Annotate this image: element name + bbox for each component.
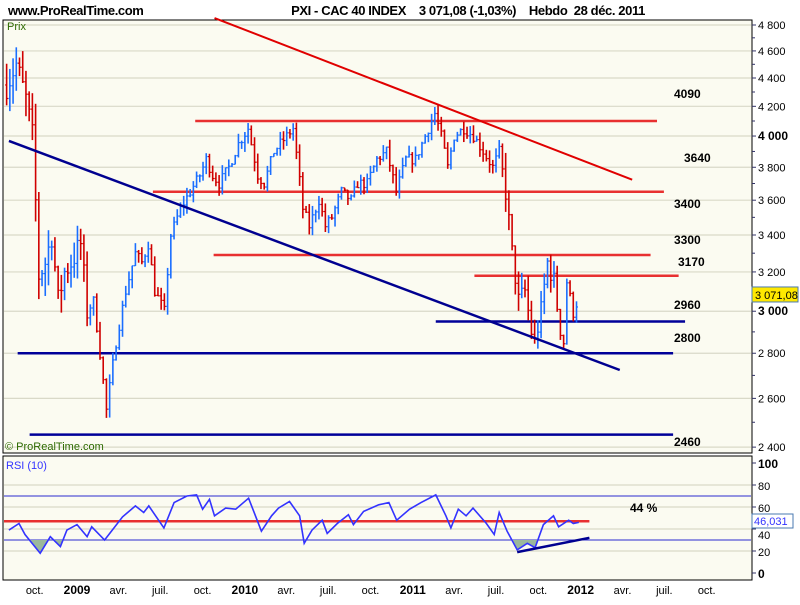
price-tick-label: 3 600: [758, 195, 786, 207]
rsi-tick-label: 20: [758, 547, 770, 559]
rsi-panel[interactable]: [2, 455, 753, 581]
rsi-series: [4, 493, 590, 555]
rsi-tick-label: 60: [758, 503, 770, 515]
price-panel[interactable]: [2, 19, 753, 454]
rsi-tick-label: 40: [758, 530, 770, 542]
price-tick-label: 2 400: [758, 442, 786, 454]
time-tick-label: oct.: [362, 585, 380, 597]
price-tick-label: 3 800: [758, 162, 786, 174]
level-label-2960: 2960: [674, 298, 701, 312]
price-tick-label: 2 600: [758, 393, 786, 405]
time-tick-label: avr.: [110, 585, 128, 597]
price-axis: 4 800 4 600 4 400 4 200 4 000 3 800 3 600 3 400…: [752, 20, 788, 454]
current-price-value: 3 071,08: [755, 290, 798, 302]
time-tick-label: juil.: [487, 585, 505, 597]
trendline-resistance[interactable]: [214, 17, 633, 181]
time-tick-label: avr.: [277, 585, 295, 597]
rsi-line: [8, 493, 579, 555]
rsi-tick-label: 80: [758, 481, 770, 493]
time-tick-label: oct.: [698, 585, 716, 597]
time-tick-label: juil.: [655, 585, 673, 597]
price-tick-label: 3 400: [758, 230, 786, 242]
rsi-trendline: [516, 536, 590, 554]
current-price-box: 3 071,08: [751, 286, 799, 303]
time-tick-label: 2009: [64, 583, 91, 597]
price-panel-label: Prix: [7, 21, 26, 33]
time-axis: oct. 2009 avr. juil. oct. 2010 avr. juil. oct. 20…: [26, 583, 716, 597]
level-label-2460: 2460: [674, 435, 701, 449]
time-tick-label: 2010: [232, 583, 259, 597]
time-tick-label: avr.: [445, 585, 463, 597]
rsi-oversold-fill: [8, 540, 579, 554]
price-tick-label: 4 000: [758, 129, 788, 143]
rsi-annotation: 44 %: [630, 501, 658, 515]
level-label-3170: 3170: [678, 255, 705, 269]
time-tick-label: avr.: [614, 585, 632, 597]
time-tick-label: 2011: [400, 583, 426, 597]
price-tick-label: 2 800: [758, 348, 786, 360]
price-tick-label: 3 000: [758, 304, 788, 318]
current-rsi-value: 46,031: [754, 516, 788, 528]
rsi-axis: 100 80 60 40 20 0: [752, 457, 778, 581]
level-label-4090: 4090: [674, 87, 701, 101]
rsi-tick-label: 100: [758, 457, 778, 471]
level-label-3640: 3640: [684, 151, 711, 165]
price-tick-label: 4 600: [758, 46, 786, 58]
price-tick-label: 3 200: [758, 267, 786, 279]
chart-title: PXI - CAC 40 INDEX 3 071,08 (-1,03%) Heb…: [291, 3, 645, 18]
level-label-3400: 3400: [674, 197, 701, 211]
price-bars: [5, 47, 578, 418]
rsi-panel-label: RSI (10): [6, 460, 47, 472]
time-tick-label: oct.: [26, 585, 44, 597]
level-label-3300: 3300: [674, 233, 701, 247]
time-tick-label: 2012: [567, 583, 594, 597]
time-tick-label: oct.: [194, 585, 212, 597]
current-rsi-box: 46,031: [751, 513, 794, 529]
price-tick-label: 4 400: [758, 73, 786, 85]
price-trendlines[interactable]: [8, 17, 633, 372]
price-levels[interactable]: 4090 3640 3300 3170 2960 2800 2460 3400: [17, 87, 711, 449]
time-tick-label: juil.: [319, 585, 337, 597]
trendline-support[interactable]: [8, 139, 621, 372]
price-tick-label: 4 800: [758, 20, 786, 32]
level-label-2800: 2800: [674, 331, 701, 345]
time-tick-label: oct.: [529, 585, 547, 597]
time-tick-label: juil.: [151, 585, 169, 597]
watermark: © ProRealTime.com: [5, 441, 104, 453]
site-label: www.ProRealTime.com: [7, 3, 143, 18]
rsi-tick-label: 0: [758, 567, 765, 581]
price-tick-label: 4 200: [758, 101, 786, 113]
